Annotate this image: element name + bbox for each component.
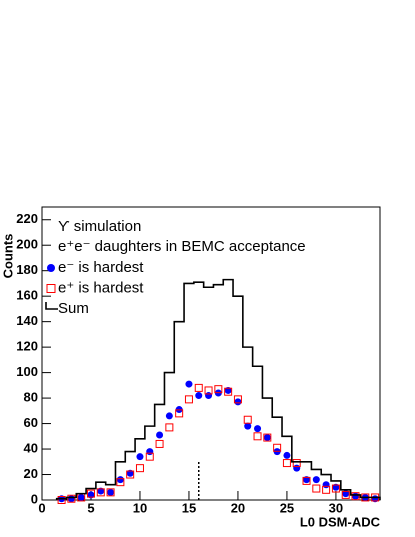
point bbox=[253, 432, 262, 441]
point bbox=[205, 392, 213, 400]
point bbox=[351, 492, 360, 501]
point bbox=[243, 415, 252, 424]
x-tick-label: 0 bbox=[38, 500, 45, 515]
point bbox=[106, 488, 115, 497]
legend-label: e⁻ is hardest bbox=[58, 259, 144, 276]
y-axis-label: Counts bbox=[0, 234, 15, 279]
point bbox=[155, 439, 164, 448]
point bbox=[135, 464, 144, 473]
y-tick-label: 20 bbox=[24, 466, 38, 481]
x-tick-label: 15 bbox=[182, 500, 196, 515]
y-tick-label: 200 bbox=[16, 237, 38, 252]
point bbox=[233, 395, 242, 404]
x-tick-label: 30 bbox=[329, 500, 343, 515]
point bbox=[116, 478, 125, 487]
point bbox=[214, 385, 223, 394]
annotation: ϒ simulation bbox=[58, 218, 141, 235]
sum-step bbox=[55, 278, 381, 500]
point bbox=[283, 451, 291, 459]
point bbox=[194, 383, 203, 392]
point bbox=[165, 423, 174, 432]
point bbox=[292, 459, 301, 468]
legend-label: e⁺ is hardest bbox=[58, 279, 144, 296]
y-tick-label: 60 bbox=[24, 415, 38, 430]
point bbox=[126, 470, 135, 479]
legend-marker bbox=[46, 284, 56, 293]
x-tick-label: 25 bbox=[280, 500, 294, 515]
legend-marker bbox=[47, 264, 55, 272]
point bbox=[244, 422, 252, 430]
point bbox=[57, 496, 66, 504]
point bbox=[263, 433, 272, 442]
point bbox=[67, 494, 76, 503]
point bbox=[145, 452, 154, 461]
y-tick-label: 40 bbox=[24, 440, 38, 455]
point bbox=[254, 425, 262, 433]
point bbox=[175, 409, 184, 418]
point bbox=[341, 490, 350, 499]
legend-marker bbox=[45, 302, 58, 310]
point bbox=[107, 488, 115, 496]
point bbox=[86, 489, 95, 498]
y-tick-label: 80 bbox=[24, 390, 38, 405]
point bbox=[146, 448, 154, 456]
y-tick-label: 0 bbox=[31, 491, 38, 506]
legend-label: Sum bbox=[58, 300, 89, 317]
x-tick-label: 20 bbox=[231, 500, 245, 515]
point bbox=[312, 484, 321, 493]
point bbox=[293, 464, 301, 472]
point bbox=[234, 398, 242, 406]
point bbox=[184, 395, 193, 404]
point bbox=[67, 495, 75, 503]
point bbox=[224, 387, 233, 396]
point bbox=[204, 386, 213, 395]
point bbox=[116, 476, 124, 484]
point bbox=[136, 453, 144, 461]
point bbox=[77, 493, 85, 501]
point bbox=[156, 431, 164, 439]
point bbox=[322, 481, 330, 489]
point bbox=[165, 412, 173, 420]
x-tick-label: 5 bbox=[87, 500, 94, 515]
y-tick-label: 160 bbox=[16, 288, 38, 303]
x-tick-label: 10 bbox=[133, 500, 147, 515]
point bbox=[322, 485, 331, 494]
annotation: e⁺e⁻ daughters in BEMC acceptance bbox=[58, 238, 306, 255]
y-tick-label: 100 bbox=[16, 364, 38, 379]
point bbox=[273, 443, 282, 452]
y-tick-label: 120 bbox=[16, 339, 38, 354]
point bbox=[302, 476, 311, 485]
point bbox=[185, 380, 193, 388]
y-tick-label: 220 bbox=[16, 211, 38, 226]
x-axis-label: L0 DSM-ADC bbox=[300, 514, 381, 529]
point bbox=[96, 488, 105, 497]
point bbox=[282, 459, 291, 468]
y-tick-label: 140 bbox=[16, 313, 38, 328]
point bbox=[352, 492, 360, 500]
y-tick-label: 180 bbox=[16, 262, 38, 277]
point bbox=[263, 434, 271, 442]
point bbox=[195, 392, 203, 400]
point bbox=[312, 476, 320, 484]
point bbox=[331, 484, 340, 493]
frame bbox=[41, 206, 381, 501]
